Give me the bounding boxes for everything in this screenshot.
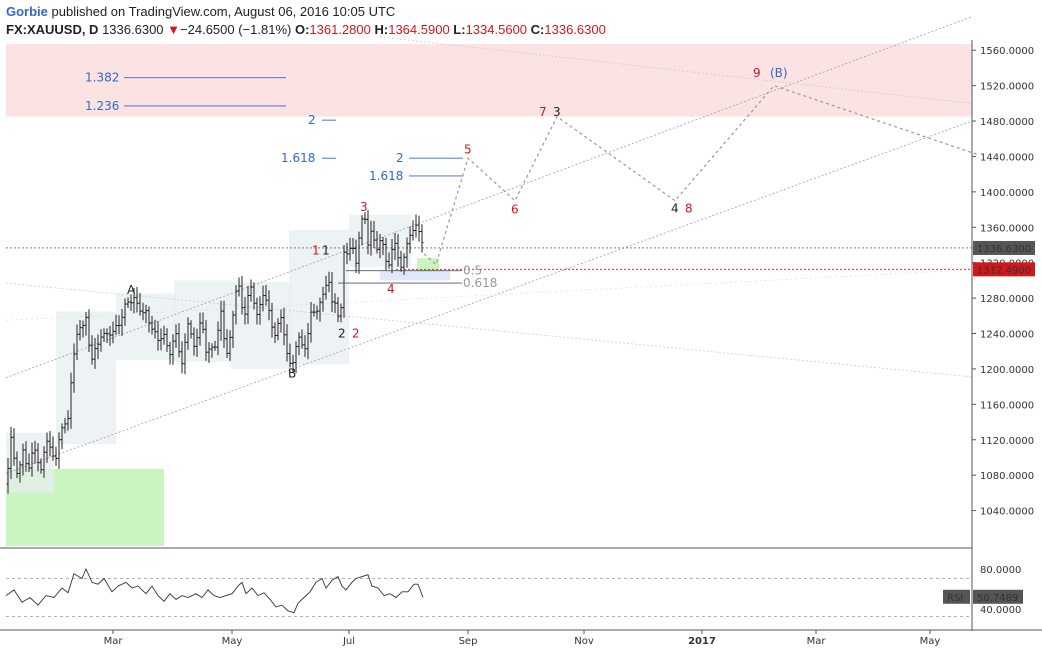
low-key: L: [453, 22, 466, 37]
open-value: 1361.2800 [309, 22, 371, 37]
price-tick-label: 1120.0000 [980, 436, 1034, 447]
wave-label: 1 [312, 243, 320, 257]
price-tick-label: 1440.0000 [980, 152, 1034, 163]
resistance-line-top [379, 36, 973, 104]
price-tick-label: 1360.0000 [980, 223, 1034, 234]
wave-label: (B) [770, 66, 788, 80]
price-change: −24.6500 (−1.81%) [180, 22, 292, 37]
target-zone-red [6, 44, 972, 117]
fib-zone-box [380, 269, 450, 281]
wave-label: 4 [387, 282, 395, 296]
fib-level-label: 0.5 [463, 264, 482, 278]
price-tick-label: 1160.0000 [980, 400, 1034, 411]
down-arrow-icon: ▼ [167, 22, 181, 37]
time-tick-label: Jul [342, 636, 355, 647]
price-tick-label: 1040.0000 [980, 507, 1034, 518]
time-tick-label: Sep [459, 636, 478, 647]
rsi-value-tag [973, 589, 1023, 604]
fib-level-label: 0.618 [463, 276, 497, 290]
symbol-label: FX:XAUUSD, D [6, 22, 99, 37]
price-tick-label: 1520.0000 [980, 82, 1034, 93]
fib-level-label: 2 [396, 151, 404, 165]
price-tick-label: 1080.0000 [980, 471, 1034, 482]
rsi-line [5, 567, 424, 614]
last-price-tag [973, 240, 1035, 255]
fib-level-label: 2 [308, 113, 316, 127]
red-level-label: 1312.4900 [977, 265, 1031, 276]
price-tick-label: 1280.0000 [980, 294, 1034, 305]
time-tick-label: Nov [574, 636, 594, 647]
open-key: O: [294, 22, 310, 37]
resistance-line-long [5, 282, 973, 378]
published-text: published on TradingView.com, August 06,… [51, 4, 396, 19]
fib-level-label: 1.382 [85, 71, 119, 85]
channel-line-lower [5, 120, 973, 474]
wave-label: 7 [539, 105, 547, 119]
last-price: 1336.6300 [102, 22, 164, 37]
time-tick-label: May [920, 636, 941, 647]
price-tick-label: 1400.0000 [980, 188, 1034, 199]
wave-label: 2 [338, 327, 346, 341]
rsi-value: 50.7489 [977, 593, 1018, 604]
wave-label: 6 [511, 203, 519, 217]
time-tick-label: May [222, 636, 243, 647]
price-tick-label: 1200.0000 [980, 365, 1034, 376]
fib-level-label: 1.236 [85, 99, 119, 113]
last-price-label: 1336.6300 [977, 244, 1031, 255]
chart-header: Gorbie published on TradingView.com, Aug… [6, 3, 1036, 39]
price-tick-label: 1240.0000 [980, 330, 1034, 341]
time-tick-label: Mar [104, 636, 124, 647]
time-tick-label: Mar [807, 636, 827, 647]
wave-label: B [288, 366, 296, 380]
wave-range-box [231, 282, 291, 369]
wave-label: 3 [360, 200, 368, 214]
wave-label: 8 [685, 202, 693, 216]
wave-label: 3 [553, 105, 561, 119]
wave-label: 9 [753, 66, 761, 80]
wave-label: A [127, 283, 136, 297]
rsi-tick-label: 80.0000 [980, 565, 1021, 576]
wave-label: 1 [322, 243, 330, 257]
wave-label: 4 [671, 202, 679, 216]
red-level-tag [973, 262, 1035, 277]
high-value: 1364.5900 [388, 22, 450, 37]
close-key: C: [530, 22, 545, 37]
fib-level-label: 1.618 [281, 151, 315, 165]
fib-level-label: 1.618 [369, 169, 403, 183]
price-tick-label: 1480.0000 [980, 117, 1034, 128]
author-name[interactable]: Gorbie [6, 4, 48, 19]
rsi-name: RSI [947, 593, 963, 604]
price-tick-label: 1560.0000 [980, 46, 1034, 57]
wave-label: 5 [464, 142, 472, 156]
rsi-name-tag [943, 589, 970, 604]
wave-label: 2 [352, 327, 360, 341]
low-value: 1334.5600 [465, 22, 528, 37]
trend-line-faint [5, 269, 973, 321]
high-key: H: [374, 22, 389, 37]
close-value: 1336.6300 [544, 22, 606, 37]
rsi-tick-label: 40.0000 [980, 605, 1021, 616]
time-tick-label: 2017 [688, 636, 716, 647]
